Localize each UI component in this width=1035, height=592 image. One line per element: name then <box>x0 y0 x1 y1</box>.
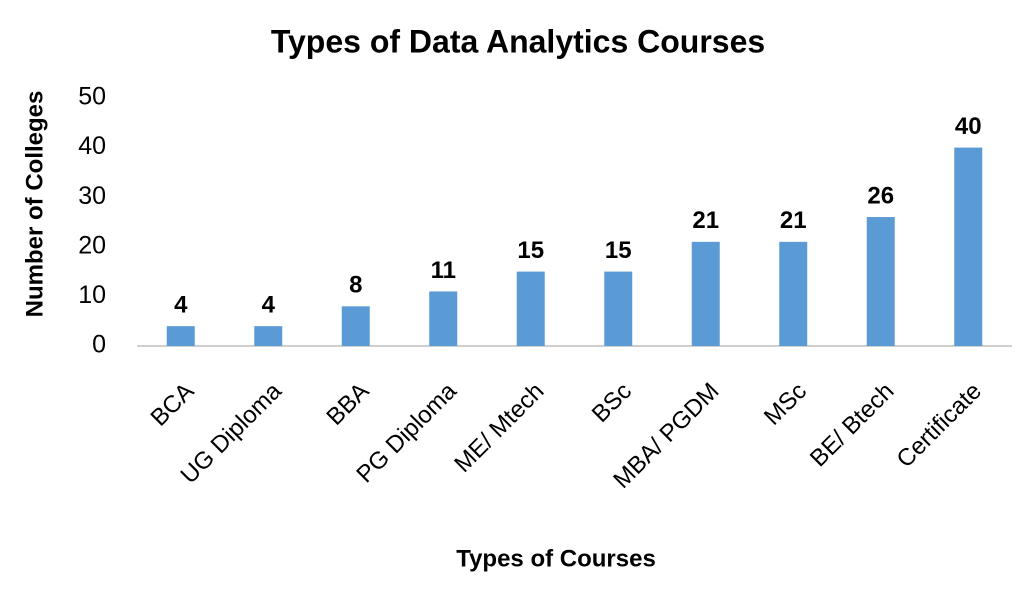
value-label: 4 <box>174 292 188 319</box>
x-tick-label: BSc <box>587 378 637 428</box>
y-axis-title: Number of Colleges <box>21 91 48 318</box>
bar <box>516 271 545 346</box>
value-label: 21 <box>780 207 807 234</box>
bar <box>429 291 458 346</box>
x-tick-label: BE/ Btech <box>805 378 900 473</box>
value-label: 11 <box>431 257 456 284</box>
bar <box>254 326 283 346</box>
value-label: 8 <box>349 272 362 299</box>
bar <box>341 306 370 346</box>
x-tick-label: ME/ Mtech <box>449 378 549 478</box>
value-label: 21 <box>692 207 719 234</box>
x-tick-label: MSc <box>759 378 812 431</box>
y-tick-label: 10 <box>78 281 106 309</box>
value-label: 40 <box>955 113 982 140</box>
y-tick-label: 30 <box>78 182 106 210</box>
y-tick-label: 50 <box>78 83 106 111</box>
y-tick-label: 40 <box>78 132 106 160</box>
x-tick-label: BCA <box>145 378 199 432</box>
bar <box>954 147 983 346</box>
value-label: 26 <box>867 182 894 209</box>
chart-title: Types of Data Analytics Courses <box>271 23 765 59</box>
bar <box>166 326 195 346</box>
x-tick-label: Certificate <box>891 378 986 473</box>
bar <box>866 217 895 346</box>
y-tick-label: 0 <box>92 331 106 359</box>
bar <box>779 241 808 346</box>
bar <box>691 241 720 346</box>
value-label: 4 <box>262 292 276 319</box>
y-tick-label: 20 <box>78 231 106 259</box>
x-axis-title: Types of Courses <box>456 545 656 572</box>
value-label: 15 <box>517 237 544 264</box>
bar <box>604 271 633 346</box>
value-label: 15 <box>605 237 632 264</box>
x-tick-label: BBA <box>321 378 374 431</box>
